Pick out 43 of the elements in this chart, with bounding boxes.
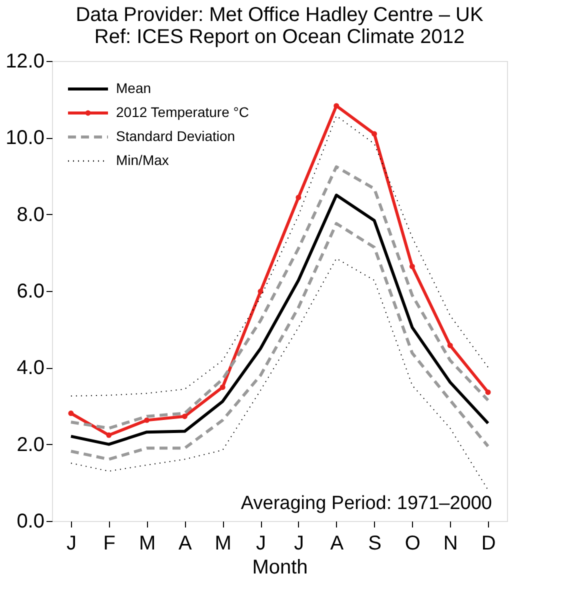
x-tick-label: S — [368, 532, 382, 554]
point — [409, 264, 415, 270]
point — [372, 131, 378, 137]
x-tick-label: D — [481, 532, 496, 554]
legend-label: 2012 Temperature °C — [116, 104, 249, 120]
line-series — [69, 165, 490, 430]
legend-label: Mean — [116, 80, 152, 96]
x-axis-title: Month — [252, 556, 308, 578]
x-tick-label: O — [404, 532, 420, 554]
x-tick-label: J — [66, 532, 76, 554]
legend-label: Standard Deviation — [116, 128, 236, 144]
chart-title: Data Provider: Met Office Hadley Centre – UK — [76, 4, 484, 26]
line-series — [70, 258, 489, 490]
point — [485, 389, 491, 395]
y-tick-label: 2.0 — [16, 434, 44, 456]
x-tick-label: A — [330, 532, 344, 554]
point — [258, 288, 264, 294]
point — [220, 384, 226, 390]
legend-label: Min/Max — [116, 152, 169, 168]
x-tick-label: M — [138, 532, 156, 554]
y-tick-label: 12.0 — [6, 50, 44, 72]
point — [144, 417, 150, 423]
line-series — [69, 222, 490, 461]
x-tick-label: M — [214, 532, 232, 554]
point — [106, 432, 112, 438]
point — [447, 342, 453, 348]
y-tick-label: 8.0 — [16, 204, 44, 226]
x-tick-label: N — [443, 532, 458, 554]
point — [182, 414, 188, 420]
y-tick-label: 6.0 — [16, 280, 44, 302]
x-tick-label: J — [294, 532, 304, 554]
line-series — [69, 194, 490, 446]
point — [334, 103, 340, 109]
y-tick-label: 10.0 — [6, 127, 44, 150]
x-tick-label: F — [103, 532, 116, 554]
y-tick-label: 0.0 — [16, 510, 44, 532]
point — [296, 194, 302, 200]
y-tick-label: 4.0 — [16, 357, 44, 380]
point — [68, 410, 74, 416]
x-tick-label: A — [178, 532, 193, 554]
x-tick-label: J — [256, 532, 266, 554]
annotation: Averaging Period: 1971–2000 — [240, 493, 492, 514]
chart-subtitle: Ref: ICES Report on Ocean Climate 2012 — [94, 26, 465, 48]
